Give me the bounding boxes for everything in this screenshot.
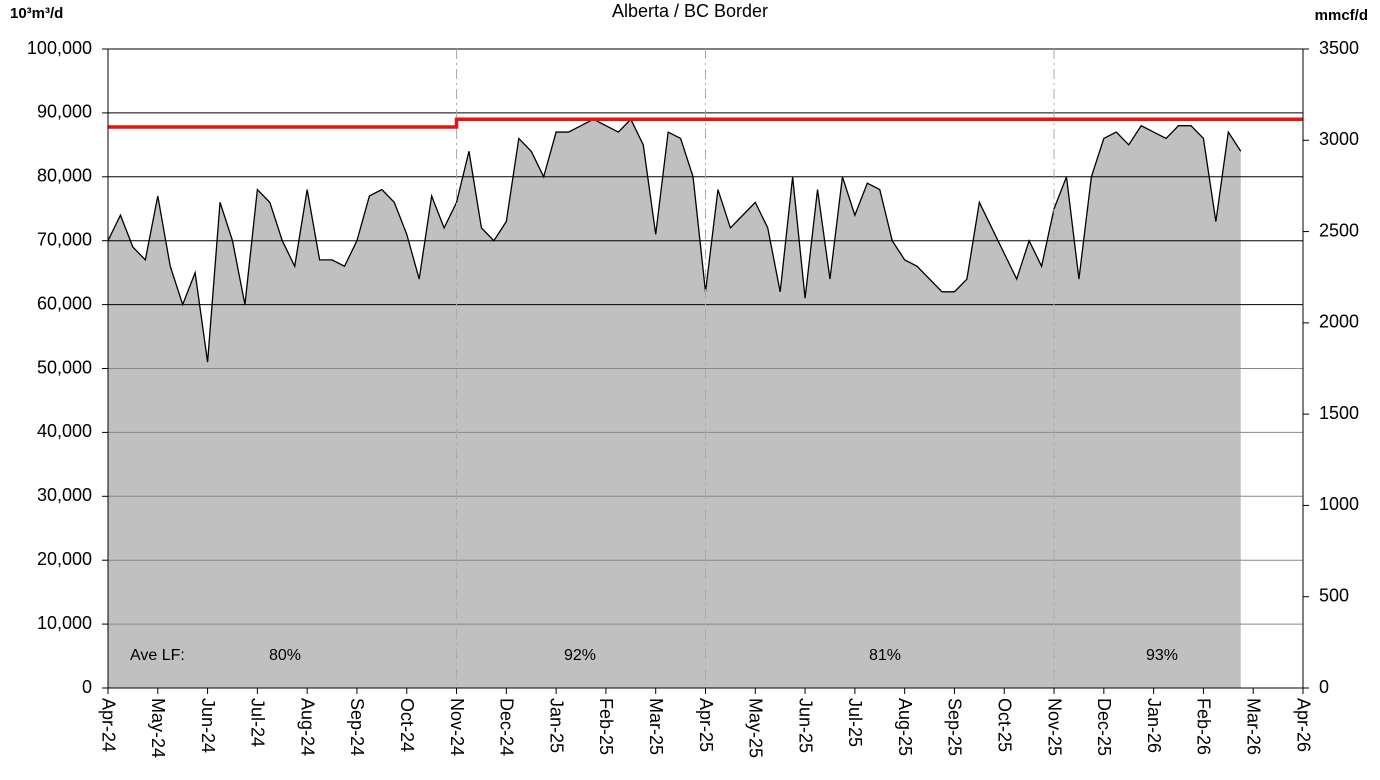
x-tick-label: Dec-24 — [497, 698, 517, 756]
y-tick-label: 90,000 — [37, 102, 92, 122]
y2-tick-label: 2000 — [1319, 312, 1359, 332]
x-tick-label: Feb-26 — [1194, 698, 1214, 755]
annotation: 81% — [869, 647, 901, 664]
x-tick-label: Apr-25 — [696, 698, 716, 752]
x-tick-label: Sep-24 — [347, 698, 367, 756]
x-tick-label: Mar-26 — [1243, 698, 1263, 755]
annotation: 92% — [564, 647, 596, 664]
x-tick-label: Nov-25 — [1044, 698, 1064, 756]
x-tick-label: Jul-24 — [248, 698, 268, 747]
annotation: Ave LF: — [130, 647, 185, 664]
capacity-line — [108, 117, 1303, 129]
y-tick-label: 50,000 — [37, 357, 92, 377]
x-tick-label: Oct-24 — [397, 698, 417, 752]
y-tick-label: 0 — [82, 677, 92, 697]
y-tick-label: 60,000 — [37, 293, 92, 313]
y-tick-label: 10,000 — [37, 613, 92, 633]
x-tick-label: Sep-25 — [945, 698, 965, 756]
y-tick-label: 80,000 — [37, 166, 92, 186]
y-axis-label: 10³m³/d — [10, 5, 63, 22]
y2-axis-label: mmcf/d — [1315, 7, 1368, 24]
y2-tick-label: 3000 — [1319, 129, 1359, 149]
y2-tick-label: 0 — [1319, 677, 1329, 697]
x-tick-label: Nov-24 — [447, 698, 467, 756]
x-tick-label: May-25 — [746, 698, 766, 758]
x-tick-label: Aug-24 — [297, 698, 317, 756]
x-tick-label: Apr-26 — [1293, 698, 1313, 752]
x-tick-label: Jun-24 — [198, 698, 218, 753]
x-tick-label: Jan-26 — [1144, 698, 1164, 753]
area — [108, 119, 1241, 689]
y2-tick-label: 1500 — [1319, 403, 1359, 423]
y2-tick-label: 500 — [1319, 585, 1349, 605]
x-tick-label: Jun-25 — [795, 698, 815, 753]
annotation: 80% — [269, 647, 301, 664]
y-tick-label: 100,000 — [27, 38, 92, 58]
x-tick-label: Feb-25 — [596, 698, 616, 755]
y-tick-label: 40,000 — [37, 421, 92, 441]
x-tick-label: Aug-25 — [895, 698, 915, 756]
y2-tick-label: 2500 — [1319, 220, 1359, 240]
chart-title: Alberta / BC Border — [612, 1, 768, 21]
x-tick-label: Jul-25 — [845, 698, 865, 747]
y-tick-label: 30,000 — [37, 485, 92, 505]
x-tick-label: May-24 — [148, 698, 168, 758]
annotation: 93% — [1146, 647, 1178, 664]
area-line — [107, 118, 1242, 363]
x-tick-label: Apr-24 — [98, 698, 118, 752]
y-tick-label: 70,000 — [37, 229, 92, 249]
x-tick-label: Dec-25 — [1094, 698, 1114, 756]
x-tick-label: Mar-25 — [646, 698, 666, 755]
x-tick-label: Oct-25 — [995, 698, 1015, 752]
y2-tick-label: 1000 — [1319, 494, 1359, 514]
y2-tick-label: 3500 — [1319, 38, 1359, 58]
y-tick-label: 20,000 — [37, 549, 92, 569]
x-tick-label: Jan-25 — [546, 698, 566, 753]
